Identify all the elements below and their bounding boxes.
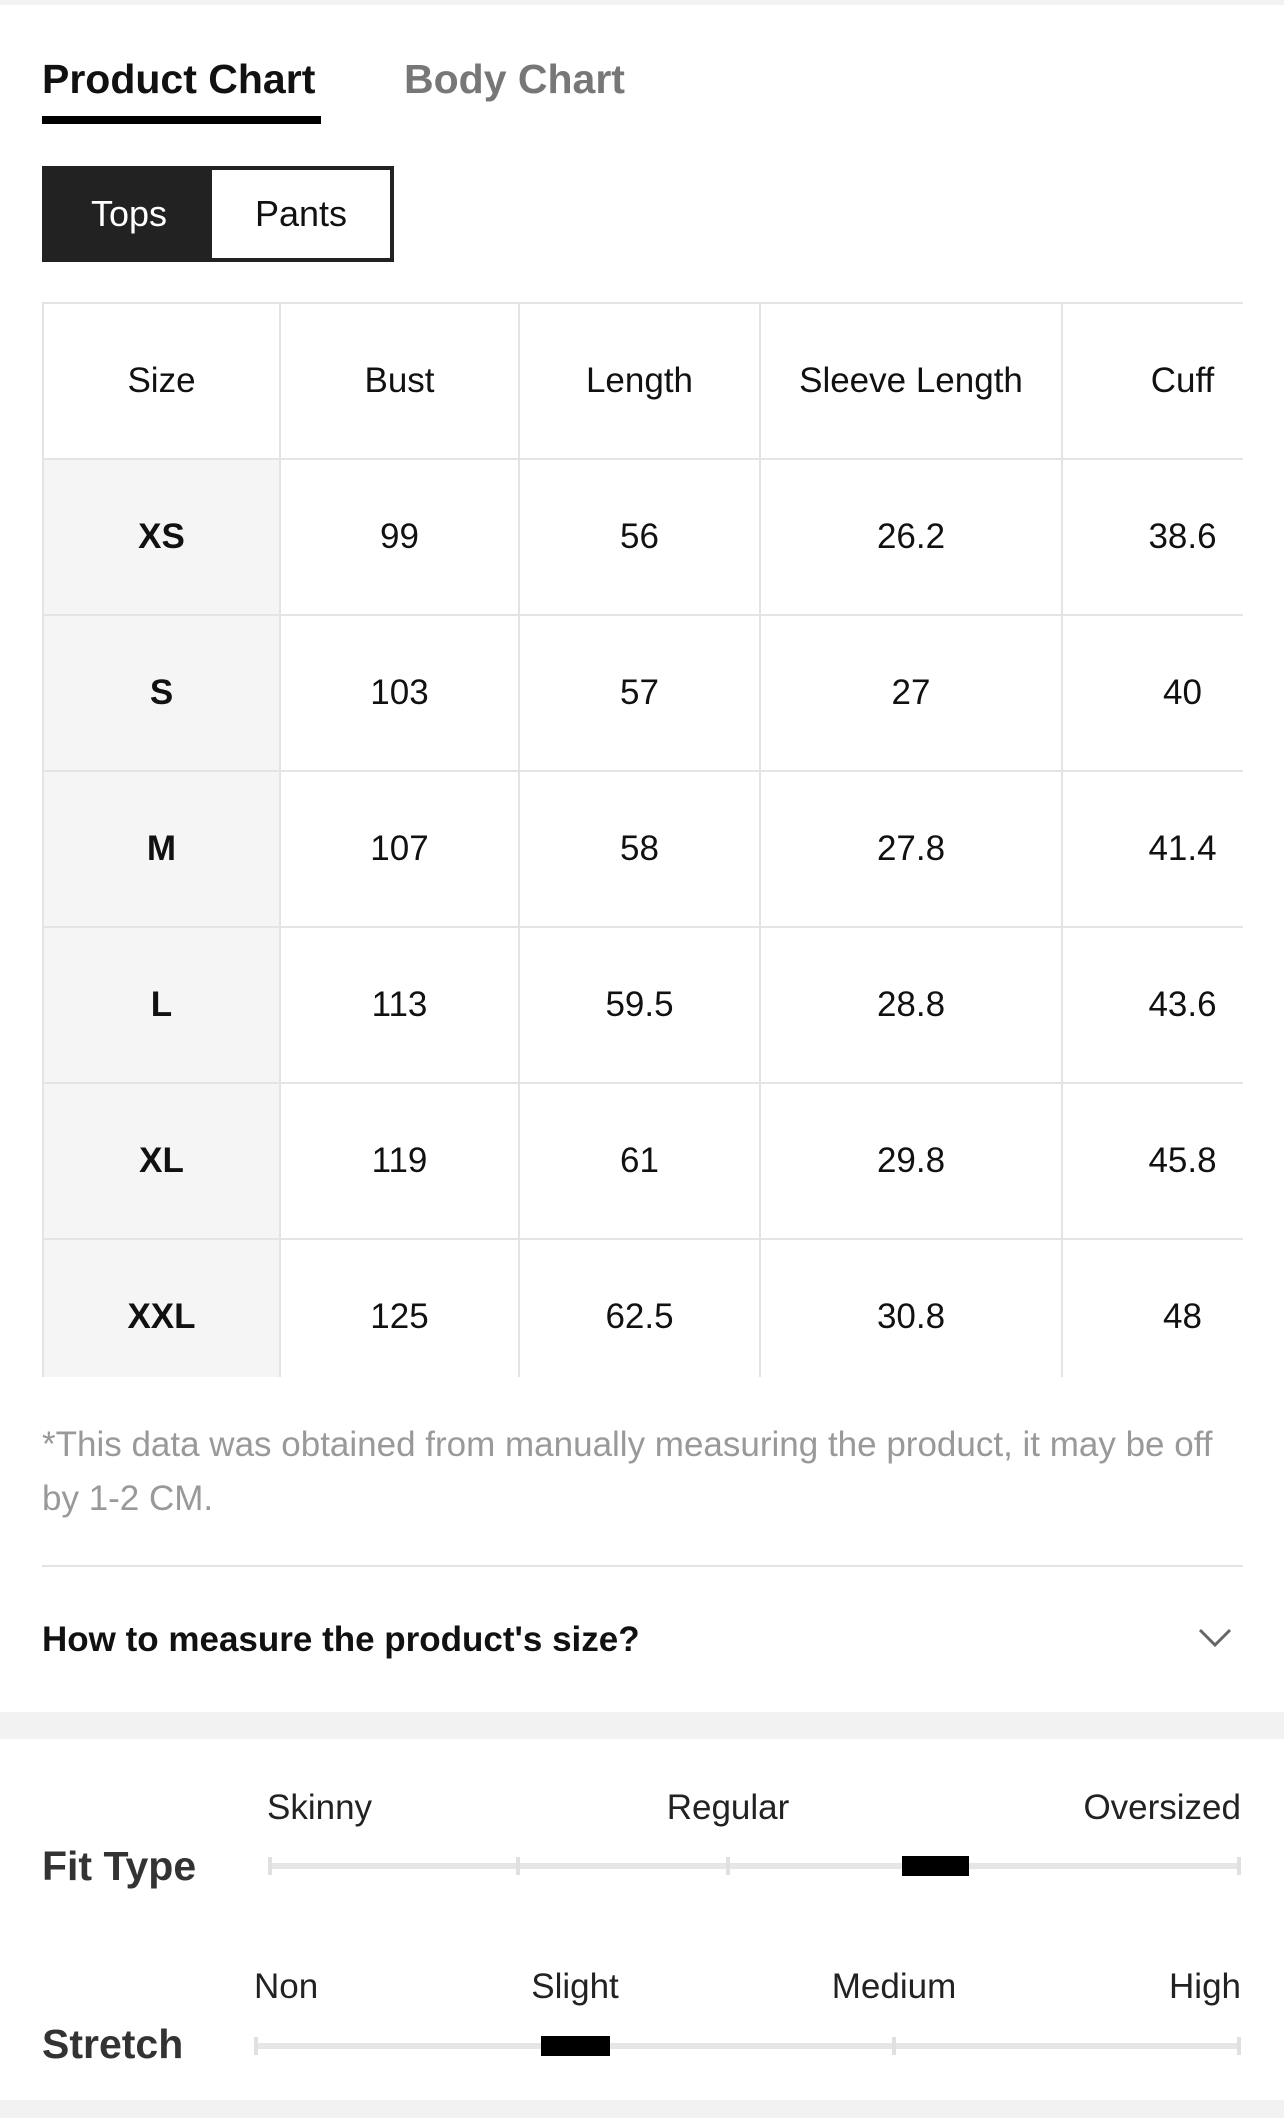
- note: *This data was obtained from manually me…: [42, 1425, 1213, 1518]
- table-row: XL 119 61 29.8 45.8: [42, 1082, 1243, 1240]
- table-cell: 26.2: [759, 458, 1063, 616]
- table-row: XXL 125 62.5 30.8 48: [42, 1238, 1243, 1377]
- scale-tick: [1237, 2037, 1241, 2055]
- size-table: Size Bust Length Sleeve Length Cuff XS 99 56 26.…: [42, 302, 1243, 1377]
- table-row: XS 99 56 26.2 38.6: [42, 458, 1243, 616]
- header-cell: Cuff: [1061, 302, 1243, 460]
- accordion-title[interactable]: How to measure the product's size?: [42, 1620, 640, 1659]
- table-cell: 28.8: [759, 926, 1063, 1084]
- table-row: S 103 57 27 40: [42, 614, 1243, 772]
- scale-label: Regular: [666, 1788, 790, 1827]
- table-cell: 61: [518, 1082, 761, 1240]
- scale-tick: [516, 1857, 520, 1875]
- table-cell: 113: [279, 926, 520, 1084]
- size-cell: XS: [42, 458, 281, 616]
- table-cell: 58: [518, 770, 761, 928]
- size-cell: XXL: [42, 1238, 281, 1377]
- table-cell: 62.5: [518, 1238, 761, 1377]
- size-cell: XL: [42, 1082, 281, 1240]
- table-cell: 99: [279, 458, 520, 616]
- stretch-label: Stretch: [42, 2021, 184, 2067]
- table-row: L 113 59.5 28.8 43.6: [42, 926, 1243, 1084]
- table-cell: 40: [1061, 614, 1243, 772]
- table-cell: 41.4: [1061, 770, 1243, 928]
- bottom-strip: [0, 2100, 1284, 2118]
- scale-label: Medium: [831, 1967, 957, 2006]
- table-cell: 59.5: [518, 926, 761, 1084]
- top-strip: [0, 0, 1284, 5]
- scale-tick: [1237, 1857, 1241, 1875]
- table-cell: 45.8: [1061, 1082, 1243, 1240]
- scale-tick: [892, 2037, 896, 2055]
- section-gap: [0, 1712, 1284, 1739]
- scale-label: High: [1169, 1967, 1241, 2006]
- table-cell: 43.6: [1061, 926, 1243, 1084]
- scale-label: Slight: [531, 1967, 619, 2006]
- table-cell: 57: [518, 614, 761, 772]
- table-cell: 30.8: [759, 1238, 1063, 1377]
- table-cell: 119: [279, 1082, 520, 1240]
- table-cell: 27: [759, 614, 1063, 772]
- header-cell: Sleeve Length: [759, 302, 1063, 460]
- table-cell: 56: [518, 458, 761, 616]
- scale-label: Oversized: [1083, 1788, 1241, 1827]
- tab[interactable]: Body Chart: [404, 56, 625, 102]
- chevron[interactable]: [1198, 1628, 1232, 1648]
- size-cell: L: [42, 926, 281, 1084]
- divider: [42, 1565, 1243, 1567]
- subtab[interactable]: Pants: [254, 193, 348, 234]
- scale-label: Skinny: [267, 1788, 373, 1827]
- size-cell: S: [42, 614, 281, 772]
- scale-tick: [268, 1857, 272, 1875]
- scale-label: Non: [254, 1967, 319, 2006]
- table-cell: 27.8: [759, 770, 1063, 928]
- table-wrap: Size Bust Length Sleeve Length Cuff XS 99 56 26.…: [42, 302, 1243, 1377]
- toggle: Tops Pants: [42, 166, 394, 262]
- subtab[interactable]: Tops: [46, 170, 212, 258]
- table-cell: 107: [279, 770, 520, 928]
- header-row: Size Bust Length Sleeve Length Cuff: [42, 302, 1243, 460]
- tab[interactable]: Product Chart: [42, 56, 316, 102]
- table-cell: 29.8: [759, 1082, 1063, 1240]
- scale-tick: [726, 1857, 730, 1875]
- scale-marker: [902, 1856, 969, 1876]
- header-cell: Size: [42, 302, 281, 460]
- table-cell: 48: [1061, 1238, 1243, 1377]
- scale-marker: [541, 2036, 610, 2056]
- table-cell: 125: [279, 1238, 520, 1377]
- scale-tick: [254, 2037, 258, 2055]
- table-cell: 103: [279, 614, 520, 772]
- header-cell: Bust: [279, 302, 520, 460]
- scale-track: [270, 1863, 1241, 1869]
- table-row: M 107 58 27.8 41.4: [42, 770, 1243, 928]
- header-cell: Length: [518, 302, 761, 460]
- fit-type-label: Fit Type: [42, 1843, 197, 1889]
- scale-track: [256, 2043, 1241, 2049]
- table-cell: 38.6: [1061, 458, 1243, 616]
- tab-underline: [42, 116, 321, 124]
- size-cell: M: [42, 770, 281, 928]
